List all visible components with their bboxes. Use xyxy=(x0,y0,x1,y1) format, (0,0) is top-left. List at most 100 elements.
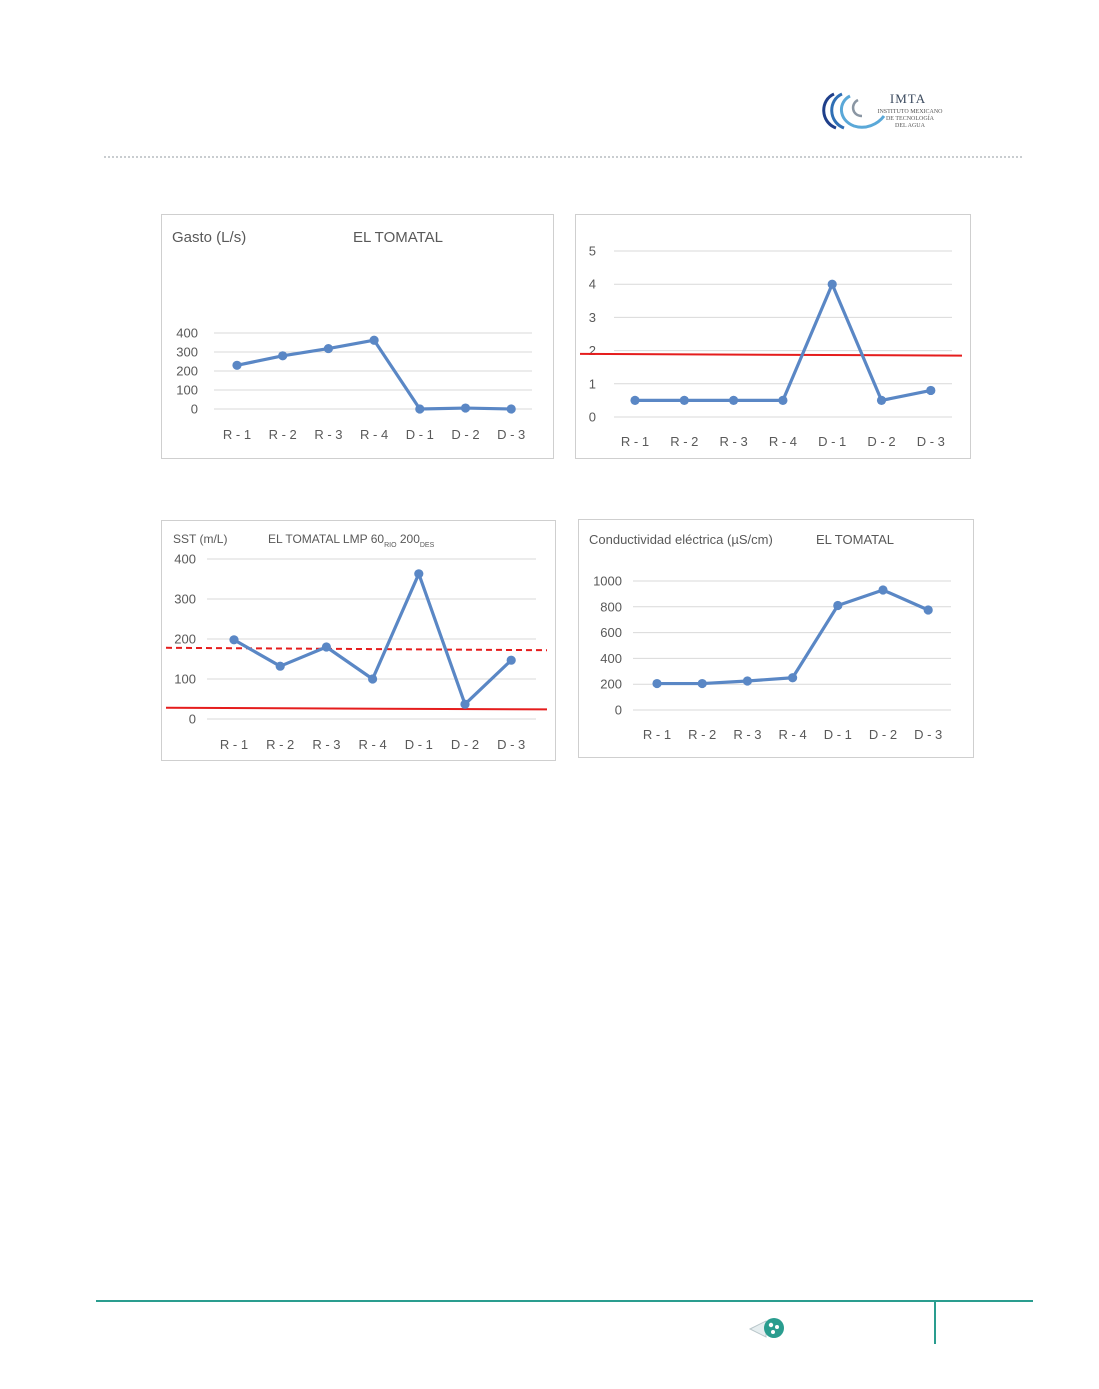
data-point xyxy=(232,360,242,370)
data-point xyxy=(833,600,843,611)
data-point xyxy=(368,674,378,684)
footer-drop-icon xyxy=(748,1318,784,1338)
header-divider xyxy=(104,156,1022,158)
x-tick-label: R - 2 xyxy=(688,727,716,742)
data-point xyxy=(679,395,689,405)
imta-logo xyxy=(822,92,886,130)
y-tick-label: 100 xyxy=(176,383,198,398)
data-point xyxy=(878,585,888,595)
x-tick-label: R - 2 xyxy=(670,434,698,449)
x-tick-label: D - 1 xyxy=(406,427,434,442)
x-tick-label: D - 1 xyxy=(824,727,852,742)
chart-title: EL TOMATAL xyxy=(816,532,894,547)
chart-title: EL TOMATAL LMP 60RIO 200DES xyxy=(268,532,435,549)
x-tick-label: R - 1 xyxy=(223,427,251,442)
data-point xyxy=(729,395,739,405)
y-tick-label: 3 xyxy=(589,310,596,325)
y-tick-label: 1000 xyxy=(593,574,622,589)
data-point xyxy=(460,699,470,709)
data-point xyxy=(460,403,471,413)
data-point xyxy=(923,605,933,615)
chart-sst-svg: 0 100 200 300 400 R - 1 R - 2 R - 3 R - 4 D - 1 D … xyxy=(165,532,548,752)
data-point xyxy=(630,395,640,405)
y-tick-label: 200 xyxy=(600,677,622,692)
series-line xyxy=(635,282,932,402)
chart-second-svg: 0 1 2 3 4 5 R - 1 R - 2 R - 3 R - 4 D - 1 D - 2 D - … xyxy=(579,244,963,449)
x-tick-label: R - 3 xyxy=(314,427,342,442)
data-point xyxy=(506,404,516,414)
x-tick-label: R - 4 xyxy=(359,737,387,752)
x-tick-label: R - 2 xyxy=(269,427,297,442)
y-tick-label: 1 xyxy=(589,376,596,391)
x-tick-label: R - 3 xyxy=(720,434,748,449)
data-point xyxy=(275,661,285,671)
y-tick-label: 300 xyxy=(174,592,196,607)
y-tick-label: 0 xyxy=(615,703,622,718)
footer-rule xyxy=(96,1300,1033,1302)
data-point xyxy=(876,395,887,405)
data-point xyxy=(788,673,798,683)
logo-sub-line: DEL AGUA xyxy=(895,123,925,129)
logo-sub-line: DE TECNOLOGÍA xyxy=(885,116,935,122)
x-tick-label: D - 3 xyxy=(914,727,942,742)
data-point xyxy=(369,335,379,345)
data-point xyxy=(414,569,424,579)
chart-sst: 0 100 200 300 400 R - 1 R - 2 R - 3 R - 4 D - 1 D … xyxy=(161,520,556,761)
x-tick-label: D - 3 xyxy=(497,737,525,752)
data-point xyxy=(697,678,707,689)
limit-line-dashed xyxy=(165,646,548,652)
x-tick-label: R - 2 xyxy=(266,737,294,752)
footer-divider xyxy=(934,1300,936,1344)
series-line xyxy=(657,588,929,686)
logo-title: IMTA xyxy=(889,91,927,106)
data-point xyxy=(742,676,752,686)
chart-title: EL TOMATAL xyxy=(353,229,443,246)
y-tick-label: 200 xyxy=(176,364,198,379)
logo-sub-line: INSTITUTO MEXICANO xyxy=(877,109,943,115)
x-tick-label: D - 2 xyxy=(451,737,479,752)
y-tick-label: 200 xyxy=(174,632,196,647)
y-axis-label: Gasto (L/s) xyxy=(172,229,246,246)
data-point xyxy=(229,635,239,645)
data-point xyxy=(278,351,288,361)
data-point xyxy=(778,395,788,405)
y-tick-label: 400 xyxy=(600,651,622,666)
series-line xyxy=(236,338,512,411)
y-tick-label: 400 xyxy=(174,552,196,567)
data-point xyxy=(827,279,837,289)
data-point xyxy=(926,385,936,396)
y-tick-label: 2 xyxy=(589,343,596,358)
y-tick-label: 300 xyxy=(176,345,198,360)
x-tick-label: R - 4 xyxy=(769,434,797,449)
x-tick-label: R - 4 xyxy=(360,427,388,442)
x-tick-label: D - 2 xyxy=(451,427,479,442)
limit-line xyxy=(165,706,548,711)
data-point xyxy=(506,655,516,665)
chart-second: 0 1 2 3 4 5 R - 1 R - 2 R - 3 R - 4 D - 1 D - 2 D - … xyxy=(575,214,971,459)
y-axis-label: Conductividad eléctrica (µS/cm) xyxy=(589,532,773,547)
x-tick-label: R - 1 xyxy=(621,434,649,449)
y-tick-label: 0 xyxy=(589,410,596,425)
y-tick-label: 800 xyxy=(600,599,622,614)
chart-gasto-svg: 0 100 200 300 400 R - 1 R - 2 R - 3 R - 4 D - 1 D … xyxy=(172,229,532,442)
y-tick-label: 400 xyxy=(176,326,198,341)
logo-subtitle: INSTITUTO MEXICANO DE TECNOLOGÍA DEL AGU… xyxy=(872,109,948,130)
x-tick-label: D - 2 xyxy=(867,434,895,449)
x-tick-label: R - 4 xyxy=(779,727,807,742)
data-point xyxy=(415,404,425,414)
y-axis-label: SST (m/L) xyxy=(173,532,227,546)
limit-line xyxy=(579,352,963,357)
x-tick-label: R - 3 xyxy=(733,727,761,742)
y-tick-label: 5 xyxy=(589,244,596,259)
x-tick-label: D - 2 xyxy=(869,727,897,742)
x-tick-label: D - 1 xyxy=(818,434,846,449)
x-tick-label: D - 3 xyxy=(497,427,525,442)
x-tick-label: R - 1 xyxy=(643,727,671,742)
y-tick-label: 100 xyxy=(174,672,196,687)
chart-conductividad-svg: 0 200 400 600 800 1000 R - 1 R - 2 R - 3 R - 4 D -… xyxy=(589,532,951,742)
y-tick-label: 4 xyxy=(589,277,596,292)
chart-gasto: 0 100 200 300 400 R - 1 R - 2 R - 3 R - 4 D - 1 D … xyxy=(161,214,554,459)
y-tick-label: 0 xyxy=(191,402,198,417)
chart-conductividad: 0 200 400 600 800 1000 R - 1 R - 2 R - 3 R - 4 D -… xyxy=(578,519,974,758)
x-tick-label: D - 1 xyxy=(405,737,433,752)
